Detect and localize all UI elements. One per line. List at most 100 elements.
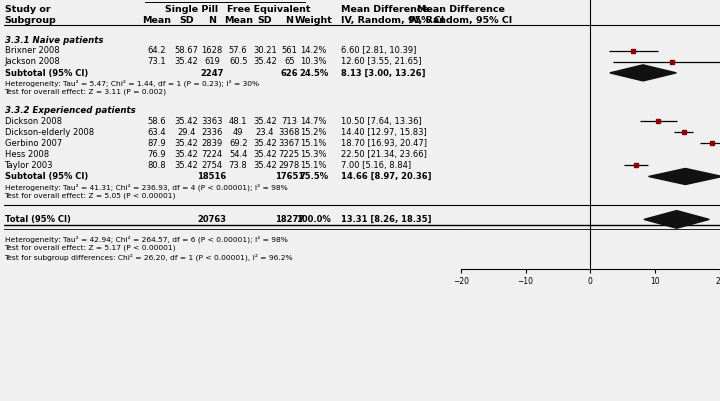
Text: 3.3.1 Naive patients: 3.3.1 Naive patients — [4, 36, 103, 45]
Text: Brixner 2008: Brixner 2008 — [4, 46, 59, 55]
Text: Study or: Study or — [4, 4, 50, 14]
Text: 14.66 [8.97, 20.36]: 14.66 [8.97, 20.36] — [341, 172, 431, 181]
Text: 10.3%: 10.3% — [300, 57, 327, 66]
Text: 35.42: 35.42 — [175, 117, 198, 126]
Text: 23.4: 23.4 — [256, 128, 274, 137]
Text: Dickson-elderly 2008: Dickson-elderly 2008 — [4, 128, 94, 137]
Text: 35.42: 35.42 — [253, 139, 277, 148]
Text: 22.50 [21.34, 23.66]: 22.50 [21.34, 23.66] — [341, 150, 426, 159]
Text: 65: 65 — [284, 57, 294, 66]
Text: 35.42: 35.42 — [175, 150, 198, 159]
Text: 2754: 2754 — [202, 161, 222, 170]
Text: 15.1%: 15.1% — [300, 139, 327, 148]
Text: Mean Difference: Mean Difference — [417, 4, 505, 14]
Text: Subgroup: Subgroup — [4, 16, 56, 25]
Text: 14.40 [12.97, 15.83]: 14.40 [12.97, 15.83] — [341, 128, 426, 137]
Text: 75.5%: 75.5% — [299, 172, 328, 181]
Text: Taylor 2003: Taylor 2003 — [4, 161, 53, 170]
Text: Free Equivalent: Free Equivalent — [227, 4, 310, 14]
Text: N: N — [208, 16, 216, 25]
Text: Mean: Mean — [143, 16, 171, 25]
Text: Test for overall effect: Z = 5.17 (P < 0.00001): Test for overall effect: Z = 5.17 (P < 0… — [4, 244, 176, 251]
Text: 15.2%: 15.2% — [300, 128, 327, 137]
Text: 12.60 [3.55, 21.65]: 12.60 [3.55, 21.65] — [341, 57, 421, 66]
Text: Subtotal (95% CI): Subtotal (95% CI) — [4, 69, 88, 77]
Text: 7225: 7225 — [279, 150, 300, 159]
Text: 2839: 2839 — [202, 139, 222, 148]
Text: 13.31 [8.26, 18.35]: 13.31 [8.26, 18.35] — [341, 215, 431, 223]
Text: 10.50 [7.64, 13.36]: 10.50 [7.64, 13.36] — [341, 117, 421, 126]
Text: Dickson 2008: Dickson 2008 — [4, 117, 61, 126]
Text: IV, Random, 95% CI: IV, Random, 95% CI — [341, 16, 444, 25]
Text: 18.70 [16.93, 20.47]: 18.70 [16.93, 20.47] — [341, 139, 426, 148]
Text: 30.21: 30.21 — [253, 46, 277, 55]
Text: 20763: 20763 — [197, 215, 227, 223]
Text: 24.5%: 24.5% — [299, 69, 328, 77]
Text: 2978: 2978 — [279, 161, 300, 170]
Text: 8.13 [3.00, 13.26]: 8.13 [3.00, 13.26] — [341, 69, 425, 77]
Text: Test for subgroup differences: Chi² = 26.20, df = 1 (P < 0.00001), I² = 96.2%: Test for subgroup differences: Chi² = 26… — [4, 253, 293, 260]
Text: Mean Difference: Mean Difference — [341, 4, 428, 14]
Text: Weight: Weight — [294, 16, 333, 25]
Text: 7224: 7224 — [202, 150, 222, 159]
Text: 57.6: 57.6 — [229, 46, 248, 55]
Text: 76.9: 76.9 — [148, 150, 166, 159]
Text: 35.42: 35.42 — [175, 139, 198, 148]
Text: 35.42: 35.42 — [253, 150, 277, 159]
Text: 18516: 18516 — [197, 172, 227, 181]
Text: 713: 713 — [282, 117, 297, 126]
Text: 58.67: 58.67 — [174, 46, 199, 55]
Text: Test for overall effect: Z = 3.11 (P = 0.002): Test for overall effect: Z = 3.11 (P = 0… — [4, 88, 166, 95]
Text: 100.0%: 100.0% — [296, 215, 331, 223]
Text: Mean: Mean — [224, 16, 253, 25]
Polygon shape — [644, 211, 709, 229]
Text: 48.1: 48.1 — [229, 117, 248, 126]
Text: Jackson 2008: Jackson 2008 — [4, 57, 60, 66]
Text: 35.42: 35.42 — [253, 57, 277, 66]
Text: 17651: 17651 — [275, 172, 304, 181]
Text: 64.2: 64.2 — [148, 46, 166, 55]
Text: 15.3%: 15.3% — [300, 150, 327, 159]
Text: Heterogeneity: Tau² = 41.31; Chi² = 236.93, df = 4 (P < 0.00001); I² = 98%: Heterogeneity: Tau² = 41.31; Chi² = 236.… — [4, 183, 287, 190]
Text: SD: SD — [179, 16, 194, 25]
Text: Total (95% CI): Total (95% CI) — [4, 215, 71, 223]
Text: IV, Random, 95% CI: IV, Random, 95% CI — [409, 16, 513, 25]
Text: 1628: 1628 — [202, 46, 222, 55]
Text: 626: 626 — [281, 69, 298, 77]
Text: 73.8: 73.8 — [229, 161, 248, 170]
Text: 35.42: 35.42 — [253, 161, 277, 170]
Text: 87.9: 87.9 — [148, 139, 166, 148]
Polygon shape — [610, 66, 676, 82]
Text: 54.4: 54.4 — [229, 150, 248, 159]
Text: 561: 561 — [282, 46, 297, 55]
Text: 49: 49 — [233, 128, 243, 137]
Text: 6.60 [2.81, 10.39]: 6.60 [2.81, 10.39] — [341, 46, 416, 55]
Text: SD: SD — [258, 16, 272, 25]
Text: Test for overall effect: Z = 5.05 (P < 0.00001): Test for overall effect: Z = 5.05 (P < 0… — [4, 192, 176, 198]
Text: 3367: 3367 — [279, 139, 300, 148]
Text: 80.8: 80.8 — [148, 161, 166, 170]
Text: Subtotal (95% CI): Subtotal (95% CI) — [4, 172, 88, 181]
Text: 619: 619 — [204, 57, 220, 66]
Text: 2336: 2336 — [202, 128, 222, 137]
Text: 7.00 [5.16, 8.84]: 7.00 [5.16, 8.84] — [341, 161, 410, 170]
Text: Heterogeneity: Tau² = 5.47; Chi² = 1.44, df = 1 (P = 0.23); I² = 30%: Heterogeneity: Tau² = 5.47; Chi² = 1.44,… — [4, 79, 258, 87]
Text: 58.6: 58.6 — [148, 117, 166, 126]
Text: 73.1: 73.1 — [148, 57, 166, 66]
Text: 3368: 3368 — [279, 128, 300, 137]
Text: 18277: 18277 — [275, 215, 304, 223]
Text: 14.7%: 14.7% — [300, 117, 327, 126]
Text: 35.42: 35.42 — [175, 57, 198, 66]
Text: Heterogeneity: Tau² = 42.94; Chi² = 264.57, df = 6 (P < 0.00001); I² = 98%: Heterogeneity: Tau² = 42.94; Chi² = 264.… — [4, 235, 287, 243]
Text: 35.42: 35.42 — [175, 161, 198, 170]
Text: 63.4: 63.4 — [148, 128, 166, 137]
Text: 2247: 2247 — [200, 69, 224, 77]
Text: 15.1%: 15.1% — [300, 161, 327, 170]
Polygon shape — [649, 169, 720, 185]
Text: N: N — [285, 16, 293, 25]
Text: 3.3.2 Experienced patients: 3.3.2 Experienced patients — [4, 106, 135, 115]
Text: 35.42: 35.42 — [253, 117, 277, 126]
Text: Hess 2008: Hess 2008 — [4, 150, 49, 159]
Text: 60.5: 60.5 — [229, 57, 248, 66]
Text: 29.4: 29.4 — [177, 128, 196, 137]
